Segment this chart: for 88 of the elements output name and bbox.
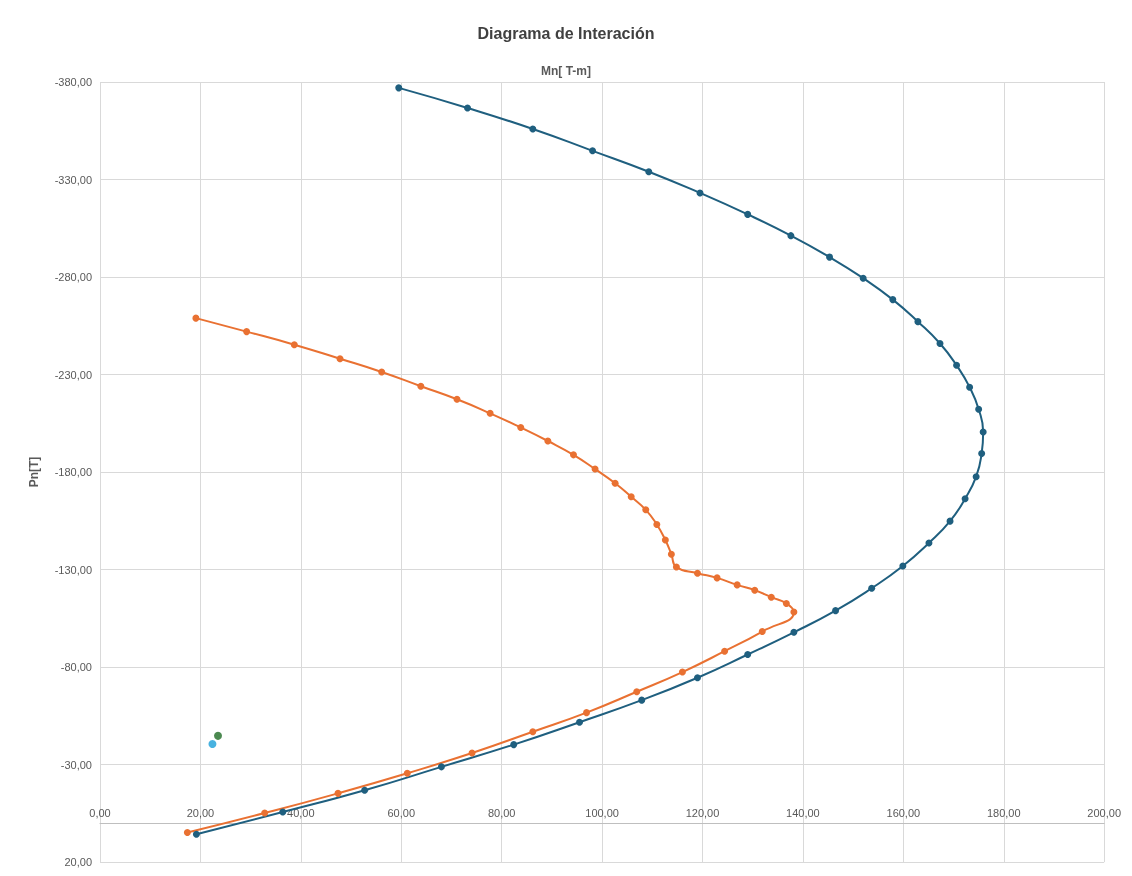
point	[966, 383, 974, 391]
point	[661, 536, 669, 544]
point	[859, 274, 867, 282]
point	[192, 830, 200, 838]
point	[826, 253, 834, 261]
point	[693, 569, 701, 577]
point	[914, 318, 922, 326]
point	[486, 409, 494, 417]
point	[667, 550, 675, 558]
point	[243, 328, 251, 336]
y-tick-label: -280,00	[54, 271, 92, 283]
point	[975, 405, 983, 413]
point	[336, 355, 344, 363]
point	[972, 473, 980, 481]
x-tick-label: 180,00	[986, 806, 1021, 819]
point	[395, 84, 403, 92]
point	[403, 769, 411, 777]
y-axis-title: Pn[T]	[27, 456, 41, 488]
x-tick-label: 40,00	[287, 806, 315, 819]
x-axis-title: Mn[ T-m]	[541, 64, 591, 78]
point	[361, 786, 369, 794]
point	[464, 104, 472, 112]
x-tick-label: 160,00	[886, 806, 921, 819]
point	[529, 728, 537, 736]
y-tick-label: -80,00	[60, 661, 92, 673]
point	[978, 449, 986, 457]
point	[589, 147, 597, 155]
point	[678, 668, 686, 676]
point	[961, 495, 969, 503]
point	[733, 581, 741, 589]
point	[832, 607, 840, 615]
point	[279, 808, 287, 816]
point	[744, 210, 752, 218]
y-tick-label: -230,00	[54, 368, 92, 381]
point	[744, 651, 752, 659]
point	[782, 599, 790, 607]
point	[437, 763, 445, 771]
point	[192, 314, 200, 322]
point	[672, 563, 680, 571]
point	[183, 829, 191, 837]
point	[787, 232, 795, 240]
x-tick-label: 140,00	[786, 806, 820, 819]
x-tick-label: 100,00	[585, 806, 619, 819]
point	[417, 382, 425, 390]
point	[642, 506, 650, 514]
y-tick-label: 20,00	[64, 856, 92, 868]
point	[453, 395, 461, 403]
point	[638, 696, 646, 704]
point	[936, 340, 944, 347]
point	[261, 809, 269, 817]
point	[751, 586, 759, 594]
y-tick-label: -180,00	[54, 466, 92, 478]
point	[569, 451, 577, 459]
point	[517, 424, 525, 432]
point	[627, 493, 635, 501]
x-tick-label: 80,00	[487, 806, 516, 819]
y-tick-label: -380,00	[54, 76, 92, 88]
x-tick-label: 200,00	[1087, 806, 1122, 819]
point	[889, 296, 897, 304]
x-tick-label: 20,00	[186, 806, 215, 819]
point	[214, 731, 222, 740]
point	[378, 368, 386, 376]
point	[758, 628, 766, 636]
x-tick-label: 0,00	[89, 806, 111, 819]
y-tick-label: -30,00	[60, 758, 92, 771]
point	[868, 584, 876, 592]
point	[583, 709, 591, 717]
point	[953, 361, 961, 369]
x-tick-label: 120,00	[685, 806, 720, 819]
point	[529, 125, 537, 133]
y-tick-label: -130,00	[54, 563, 92, 576]
point	[653, 520, 661, 528]
x-tick-label: 60,00	[387, 806, 416, 819]
point	[510, 741, 518, 749]
point	[611, 479, 619, 487]
point	[979, 428, 987, 436]
point	[290, 341, 298, 349]
point	[208, 740, 217, 749]
chart-title: Diagrama de Interación	[477, 24, 655, 42]
point	[693, 674, 701, 682]
point	[790, 628, 798, 636]
point	[721, 647, 729, 655]
point	[645, 168, 653, 176]
y-tick-label: -330,00	[54, 173, 92, 186]
point	[767, 593, 775, 601]
point	[633, 688, 641, 696]
point	[334, 789, 342, 797]
point	[576, 718, 583, 726]
